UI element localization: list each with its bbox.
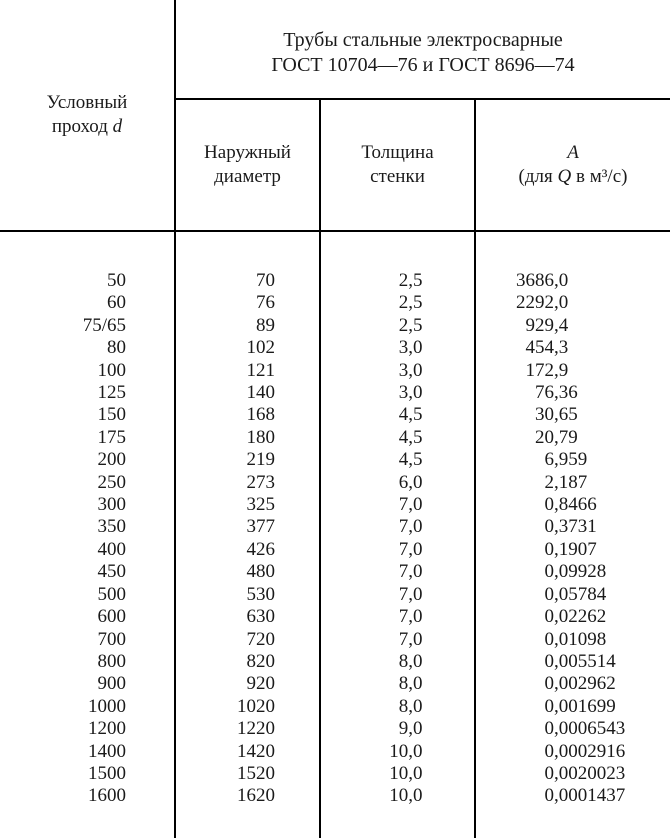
header-nominal-bore-d: d (113, 116, 123, 137)
header-group-l2: ГОСТ 10704—76 и ГОСТ 8696—74 (271, 54, 574, 76)
header-nominal-bore-l1: Условный (47, 92, 128, 113)
header-wall-thickness-l2: стенки (370, 166, 425, 187)
table-body: 506075/658010012515017520025030035040045… (0, 231, 670, 838)
table: Условный проход d Трубы стальные электро… (0, 0, 670, 838)
header-outer-diameter-l1: Наружный (204, 142, 291, 163)
pipe-table: Условный проход d Трубы стальные электро… (0, 0, 670, 838)
header-outer-diameter-l2: диаметр (214, 166, 281, 187)
header-wall-thickness: Толщина стенки (320, 99, 475, 231)
header-coefficient-a-post: в м³/с) (571, 166, 627, 187)
header-coefficient-a-q: Q (558, 166, 572, 187)
header-group-l1: Трубы стальные электросварные (283, 29, 563, 51)
col-outer-diameter: 7076891021211401681802192733253774264805… (175, 270, 320, 808)
header-outer-diameter: Наружный диаметр (175, 99, 320, 231)
col-coefficient-a: 3686,02292,0929,4454,3172,976,3630,6520,… (475, 270, 670, 808)
col-outer-diameter-values: 7076891021211401681802192733253774264805… (220, 270, 275, 808)
col-wall-thickness-values: 2,52,52,53,03,03,04,54,54,56,07,07,07,07… (373, 270, 423, 808)
header-group: Трубы стальные электросварные ГОСТ 10704… (175, 0, 670, 99)
header-coefficient-a-sym: A (567, 142, 579, 163)
col-coefficient-a-values: 3686,02292,0929,4454,3172,976,3630,6520,… (506, 270, 644, 808)
header-nominal-bore: Условный проход d (0, 0, 175, 231)
col-nominal-bore: 506075/658010012515017520025030035040045… (0, 270, 175, 808)
header-coefficient-a-pre: (для (519, 166, 558, 187)
col-nominal-bore-values: 506075/658010012515017520025030035040045… (48, 270, 126, 808)
header-coefficient-a: A (для Q в м³/с) (475, 99, 670, 231)
table-row: 506075/658010012515017520025030035040045… (0, 270, 670, 808)
header-nominal-bore-l2pre: проход (52, 116, 113, 137)
col-wall-thickness: 2,52,52,53,03,03,04,54,54,56,07,07,07,07… (320, 270, 475, 808)
header-wall-thickness-l1: Толщина (361, 142, 433, 163)
